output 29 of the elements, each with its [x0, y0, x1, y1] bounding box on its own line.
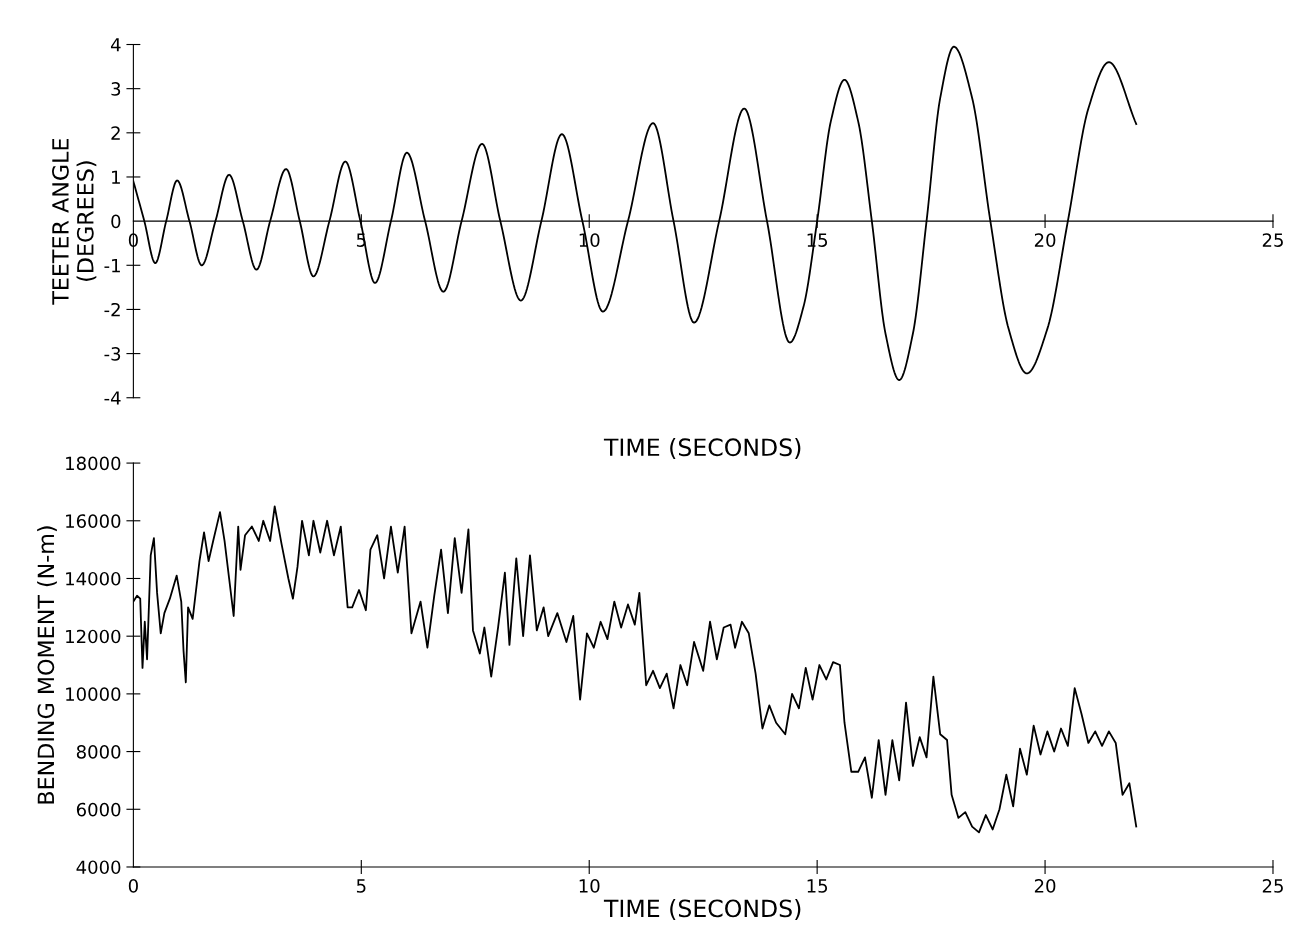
y-axis-title: TEETER ANGLE (DEGREES) — [52, 138, 97, 305]
y-axis-title: BENDING MOMENT (N-m) — [37, 526, 57, 804]
y-tick-label: -1 — [104, 258, 120, 273]
y-tick-label: 12000 — [66, 629, 121, 644]
y-tick-label: 6000 — [76, 802, 121, 817]
x-tick-label: 25 — [1262, 233, 1283, 247]
x-tick-label: 15 — [807, 879, 828, 893]
y-tick-label: 2 — [111, 126, 120, 140]
x-tick-label: 25 — [1262, 879, 1283, 893]
y-tick-label: 10000 — [66, 687, 121, 701]
y-tick-label: 4000 — [76, 860, 121, 875]
y-tick-label: -2 — [104, 302, 120, 317]
x-tick-label: 20 — [1034, 233, 1056, 247]
y-tick-label: 4 — [110, 38, 121, 52]
y-tick-label: 3 — [111, 82, 121, 96]
x-tick-label: 10 — [579, 879, 600, 893]
y-tick-label: 0 — [111, 214, 121, 229]
y-tick-label: -3 — [104, 347, 121, 361]
x-tick-label: 5 — [356, 879, 366, 893]
x-tick-label: 20 — [1034, 879, 1056, 893]
y-tick-label: 18000 — [66, 456, 121, 471]
y-tick-label: 14000 — [66, 571, 121, 586]
x-axis-title: TIME (SECONDS) — [603, 437, 801, 459]
y-tick-label: 1 — [112, 170, 120, 184]
y-tick-label: -4 — [104, 391, 121, 405]
x-tick-label: 0 — [128, 879, 138, 893]
y-tick-label: 8000 — [76, 745, 121, 759]
y-tick-label: 16000 — [66, 514, 121, 528]
x-axis-title: TIME (SECONDS) — [603, 899, 801, 921]
